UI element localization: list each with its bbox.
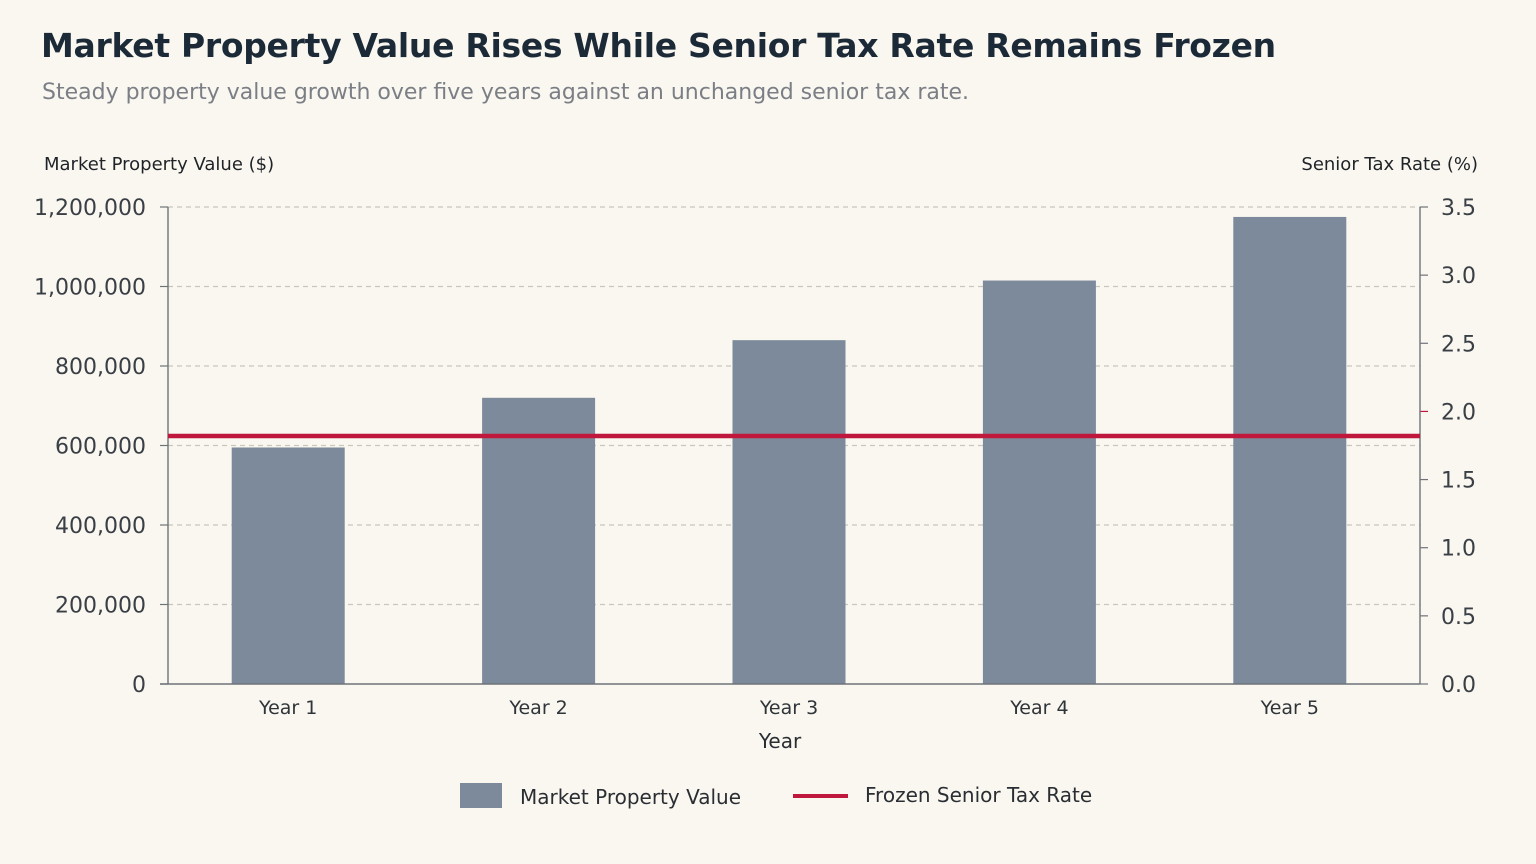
y-tick-label-right: 3.5 [1441,196,1476,221]
y-tick-label-left: 400,000 [55,514,146,539]
y-tick-label-right: 2.5 [1441,332,1476,357]
y-tick-label-left: 200,000 [55,594,146,619]
x-axis-label: Year [758,729,802,753]
x-tick-label: Year 4 [1009,697,1068,719]
y-axis-label-right: Senior Tax Rate (%) [1301,154,1478,175]
y-axis-label-left: Market Property Value ($) [44,154,274,175]
x-tick-label: Year 5 [1260,697,1319,719]
legend: Market Property Value Frozen Senior Tax … [460,783,1092,809]
bar [732,340,846,684]
y-tick-label-right: 1.5 [1441,469,1476,494]
legend-label-line: Frozen Senior Tax Rate [865,783,1092,807]
y-tick-label-right: 0.5 [1441,605,1476,630]
y-tick-label-left: 600,000 [55,435,146,460]
x-tick-label: Year 2 [508,697,567,719]
chart-title: Market Property Value Rises While Senior… [41,26,1276,65]
legend-label-bar: Market Property Value [520,785,741,809]
y-tick-label-right: 1.0 [1441,537,1476,562]
y-tick-label-right: 0.0 [1441,673,1476,698]
bar [1233,216,1347,684]
bar [231,447,345,684]
bars [231,216,1347,684]
x-tick-label: Year 1 [258,697,317,719]
bar [982,280,1096,684]
y-tick-label-left: 0 [132,673,146,698]
bar [482,397,596,684]
axes: 0 200,000 400,000 600,000 800,000 1,000,000 1,… [34,196,1476,719]
y-tick-label-left: 1,200,000 [34,196,146,221]
x-tick-label: Year 3 [759,697,818,719]
y-tick-label-right: 2.0 [1441,400,1476,425]
y-tick-label-right: 3.0 [1441,264,1476,289]
chart-subtitle: Steady property value growth over five y… [42,80,970,105]
y-tick-label-left: 1,000,000 [34,276,146,301]
y-tick-label-left: 800,000 [55,355,146,380]
legend-swatch-bar [460,783,502,808]
